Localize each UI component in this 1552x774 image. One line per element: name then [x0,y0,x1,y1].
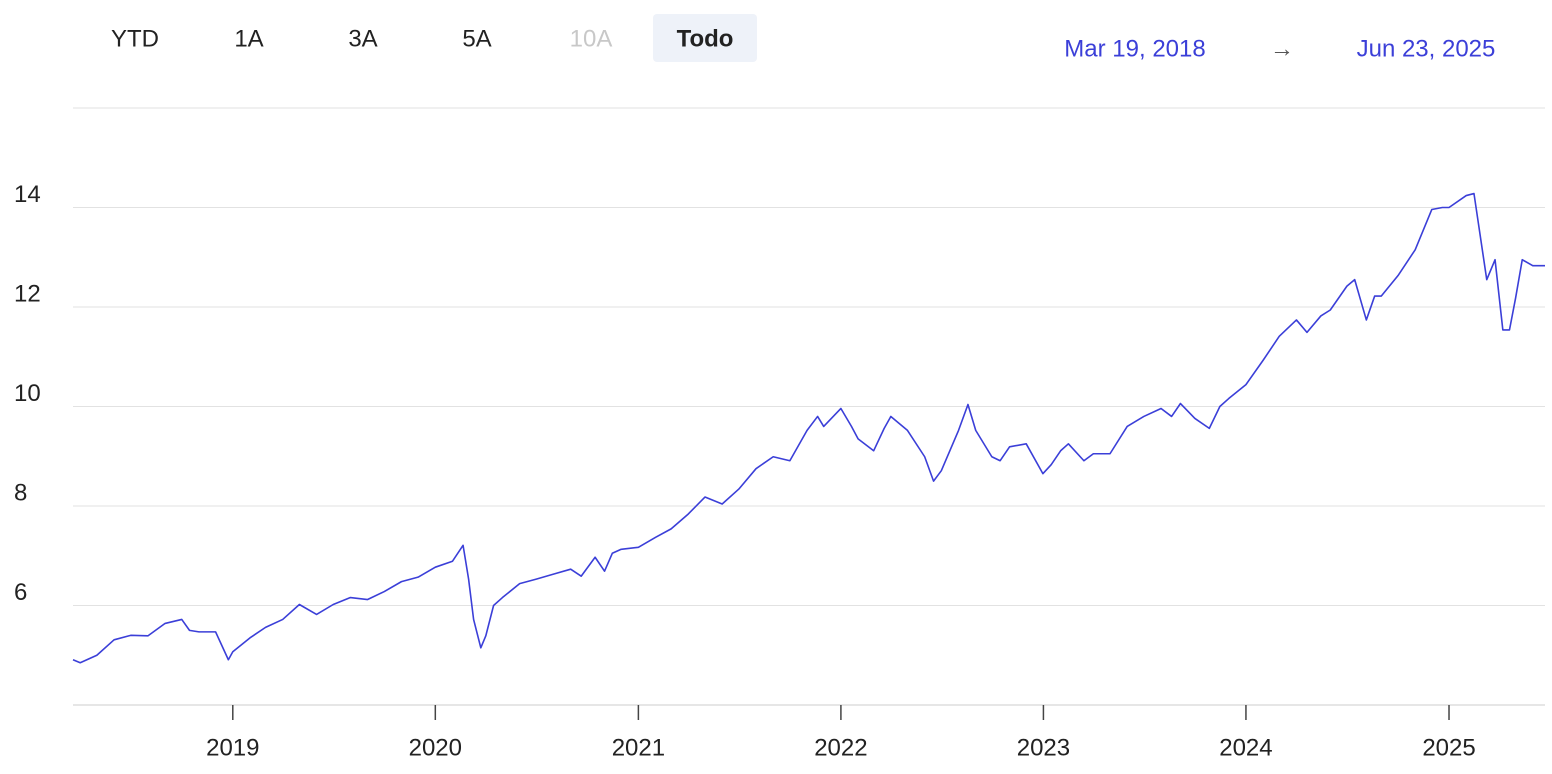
range-button[interactable]: Todo [677,25,734,52]
range-start[interactable]: Mar 19, 2018 [1064,35,1205,62]
x-tick-label: 2022 [814,734,867,761]
range-buttons: YTD 1A 3A 5A 10A Todo [111,14,757,62]
y-tick-label: 10 [14,380,41,407]
x-tick-label: 2021 [612,734,665,761]
x-tick-label: 2023 [1017,734,1070,761]
range-button: 10A [570,25,613,52]
y-tick-label: 14 [14,181,41,208]
x-tick-label: 2020 [409,734,462,761]
x-tick-label: 2024 [1219,734,1272,761]
button-bg [653,14,757,62]
range-arrow: → [1270,35,1294,62]
y-tick-label: 12 [14,280,41,307]
y-tick-label: 6 [14,579,27,606]
range-button[interactable]: 3A [348,25,377,52]
x-tick-label: 2019 [206,734,259,761]
range-button[interactable]: YTD [111,25,159,52]
price-line [72,192,1545,664]
y-tick-label: 8 [14,479,27,506]
x-tick-label: 2025 [1422,734,1475,761]
range-button[interactable]: 5A [462,25,491,52]
range-end[interactable]: Jun 23, 2025 [1357,35,1496,62]
range-button[interactable]: 1A [234,25,263,52]
